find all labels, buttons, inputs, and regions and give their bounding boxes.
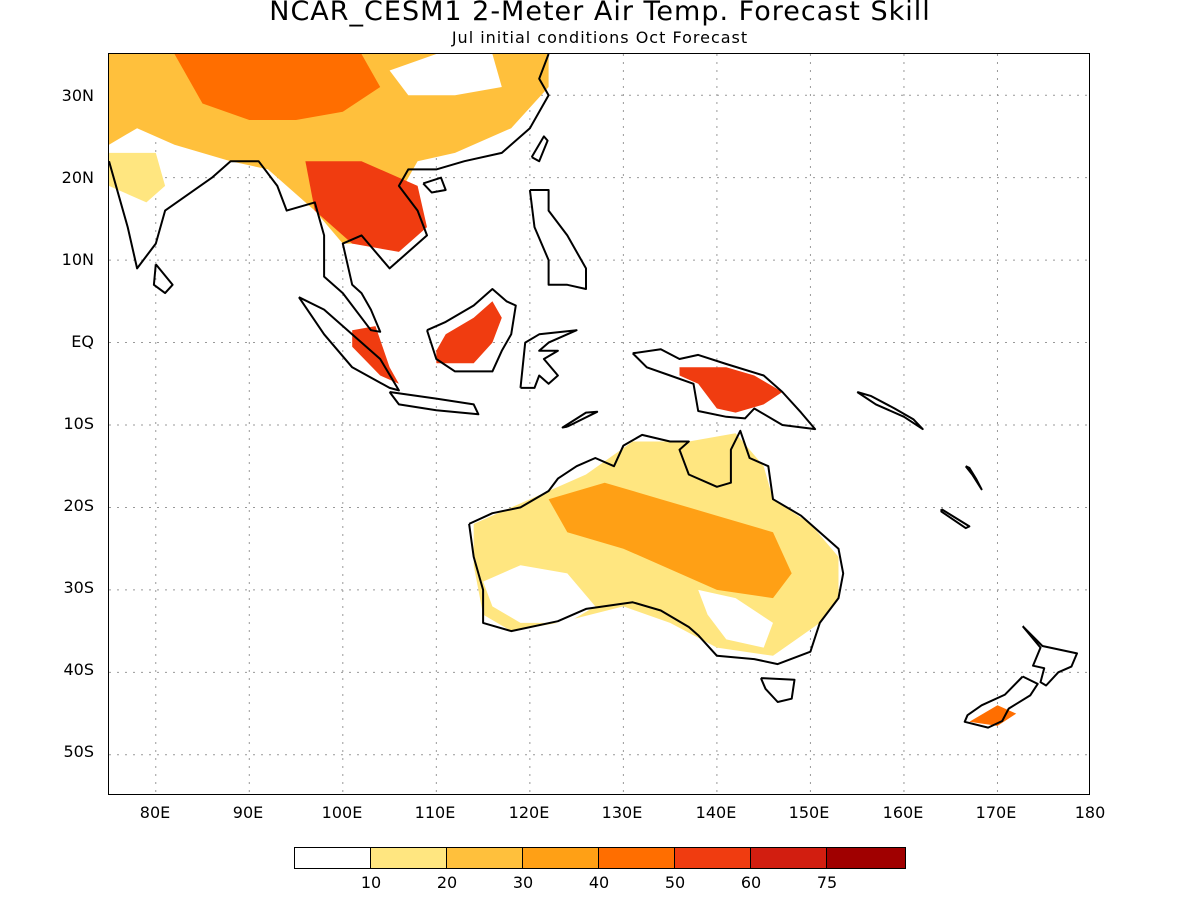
coastline-hainan [422,176,447,194]
colorbar-swatch [294,847,372,869]
skill-region-australia-white-w [483,565,596,623]
skill-region-indochina-high [305,161,427,252]
coastline-timor [561,410,599,429]
skill-region-north-china-white [389,54,502,96]
map-subtitle: Jul initial conditions Oct Forecast [451,28,749,47]
skill-region-india-west [109,152,166,203]
x-tick-label: 150E [788,803,830,822]
coastline-sumatra [298,296,400,392]
colorbar-swatch [446,847,524,869]
y-tick-label: 10N [61,250,94,269]
y-tick-label: 20S [63,496,94,515]
skill-region-tibet-high [174,54,381,120]
coastline-borneo [426,288,517,373]
colorbar-label: 75 [816,873,838,892]
x-tick-label: 100E [321,803,363,822]
y-tick-label: 50S [63,742,94,761]
x-tick-label: 170E [975,803,1017,822]
y-tick-label: 10S [63,414,94,433]
y-tick-label: 30S [63,578,94,597]
coastline-australia [468,429,845,666]
colorbar-label: 20 [436,873,458,892]
skill-region-borneo [436,301,502,364]
colorbar-swatch [522,847,600,869]
coastline-solomons [856,391,924,431]
map-title: NCAR_CESM1 2-Meter Air Temp. Forecast Sk… [269,0,931,27]
coastline-sulawesi [519,329,578,389]
coastline-tasmania [759,677,796,703]
y-tick-label: EQ [71,332,94,351]
coastline-nz-south [963,675,1039,729]
x-tick-label: 180 [1074,803,1106,822]
coastline-sri-lanka [152,263,174,295]
colorbar-swatch [826,847,906,869]
colorbar-label: 10 [360,873,382,892]
colorbar-label: 50 [664,873,686,892]
colorbar-swatch [750,847,828,869]
skill-region-new-guinea [679,367,783,413]
coastline-nz-north [1021,625,1078,687]
coastline-new-caledonia [940,508,971,530]
x-tick-label: 130E [601,803,643,822]
x-tick-label: 140E [695,803,737,822]
colorbar-swatch [674,847,752,869]
coastline-philippines [528,189,587,290]
x-tick-label: 110E [414,803,456,822]
x-tick-label: 90E [232,803,264,822]
colorbar-label: 40 [588,873,610,892]
colorbar-label: 60 [740,873,762,892]
y-tick-label: 40S [63,660,94,679]
colorbar-swatch [598,847,676,869]
coastline-new-guinea [631,348,817,431]
x-tick-label: 160E [882,803,924,822]
x-tick-label: 80E [139,803,171,822]
skill-map [109,54,1089,794]
y-tick-label: 20N [61,168,94,187]
y-tick-label: 30N [61,86,94,105]
skill-region-australia-white-c [698,589,773,648]
coastline-asia-coast [109,54,550,333]
colorbar-label: 30 [512,873,534,892]
map-frame [108,53,1090,795]
x-tick-label: 120E [508,803,550,822]
coastline-vanuatu [964,465,983,491]
coastline-java [388,391,480,416]
coastline-taiwan [530,135,549,163]
skill-region-new-zealand [969,705,1017,726]
colorbar-swatch [370,847,448,869]
skill-region-australia-mid [548,482,792,599]
